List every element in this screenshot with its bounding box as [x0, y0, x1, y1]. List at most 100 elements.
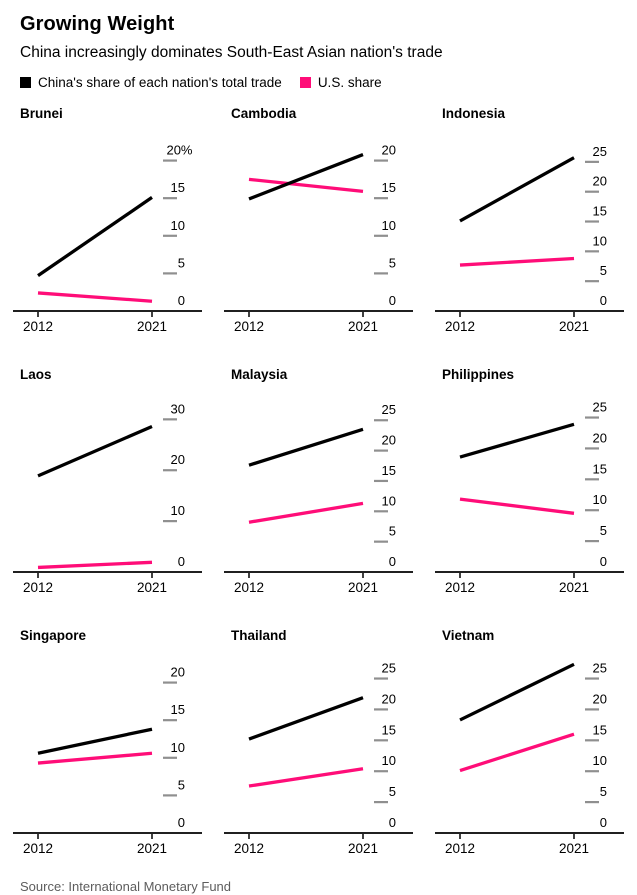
- china-line: [459, 662, 575, 722]
- china-line: [37, 196, 153, 278]
- legend-item-us: U.S. share: [299, 75, 382, 90]
- us-line: [459, 732, 575, 773]
- chart-cell-laos: Laos 0 10 20 30 2012 2021: [13, 366, 203, 594]
- x-tick-label: 2012: [234, 841, 264, 855]
- y-tick-label: 0: [178, 815, 185, 830]
- y-tick-label: 10: [171, 503, 185, 518]
- x-tick-label: 2012: [445, 580, 475, 594]
- page-title: Growing Weight: [20, 13, 175, 35]
- china-line: [248, 427, 364, 467]
- chart-cell-vietnam: Vietnam 0 5 10 15 20 25 2012 2021: [435, 627, 625, 855]
- line-chart-philippines: 0 5 10 15 20 25 2012 2021: [435, 400, 624, 594]
- us-line: [459, 497, 575, 515]
- chart-cell-indonesia: Indonesia 0 5 10 15 20 25 2012 2021: [435, 105, 625, 333]
- line-chart-laos: 0 10 20 30 2012 2021: [13, 401, 202, 594]
- x-tick-label: 2021: [348, 580, 378, 594]
- legend-label-china: China's share of each nation's total tra…: [38, 75, 282, 90]
- y-tick-label: 5: [600, 784, 607, 799]
- y-tick-label: 20: [593, 691, 607, 706]
- y-tick-label: 5: [600, 263, 607, 278]
- x-tick-label: 2021: [137, 841, 167, 855]
- us-line: [37, 560, 153, 570]
- chart-title: Cambodia: [231, 106, 297, 121]
- line-chart-thailand: 0 5 10 15 20 25 2012 2021: [224, 661, 413, 855]
- legend-item-china: China's share of each nation's total tra…: [20, 75, 282, 90]
- y-tick-label: 5: [178, 255, 185, 270]
- y-tick-label: 0: [178, 293, 185, 308]
- y-tick-label: 15: [382, 180, 396, 195]
- chart-header: Growing Weight China increasingly domina…: [13, 12, 637, 90]
- y-tick-label: 5: [178, 777, 185, 792]
- us-swatch-icon: [299, 77, 311, 88]
- y-tick-label: 15: [593, 461, 607, 476]
- y-tick-label: 15: [382, 463, 396, 478]
- china-line: [248, 696, 364, 741]
- us-line: [248, 501, 364, 524]
- chart-cell-brunei: Brunei 0 5 10 15 20% 2012 2021: [13, 105, 203, 333]
- y-tick-label: 10: [382, 218, 396, 233]
- x-tick-label: 2012: [234, 580, 264, 594]
- china-line: [37, 727, 153, 755]
- charts-grid: Brunei 0 5 10 15 20% 2012 2021 Cambodia 0 5 10 15 20 2…: [13, 105, 637, 855]
- y-tick-label: 15: [171, 702, 185, 717]
- us-line: [37, 291, 153, 303]
- x-tick-label: 2021: [137, 319, 167, 333]
- chart-title: Malaysia: [231, 367, 288, 382]
- x-tick-label: 2021: [137, 580, 167, 594]
- us-line: [459, 256, 575, 267]
- y-tick-label: 25: [593, 400, 607, 415]
- y-tick-label: 25: [382, 661, 396, 676]
- chart-title: Thailand: [231, 628, 287, 643]
- us-line: [248, 177, 364, 194]
- y-tick-label: 20: [382, 433, 396, 448]
- china-line: [459, 156, 575, 223]
- y-tick-label: 0: [600, 554, 607, 569]
- chart-title: Indonesia: [442, 106, 506, 121]
- y-tick-label: 5: [600, 523, 607, 538]
- china-line: [37, 424, 153, 478]
- y-tick-label: 20: [593, 430, 607, 445]
- page-subtitle: China increasingly dominates South-East …: [20, 44, 443, 61]
- y-tick-label: 0: [178, 554, 185, 569]
- line-chart-singapore: 0 5 10 15 20 2012 2021: [13, 665, 202, 855]
- chart-title: Philippines: [442, 367, 515, 382]
- y-tick-label: 0: [389, 815, 396, 830]
- y-tick-label: 10: [171, 218, 185, 233]
- y-tick-label: 15: [171, 180, 185, 195]
- y-tick-label: 15: [593, 204, 607, 219]
- y-tick-label: 20%: [166, 143, 192, 158]
- y-tick-label: 0: [389, 293, 396, 308]
- legend-label-us: U.S. share: [317, 75, 382, 90]
- x-tick-label: 2012: [445, 319, 475, 333]
- y-tick-label: 10: [382, 493, 396, 508]
- y-tick-label: 20: [593, 174, 607, 189]
- chart-title: Singapore: [20, 628, 87, 643]
- line-chart-indonesia: 0 5 10 15 20 25 2012 2021: [435, 144, 624, 333]
- x-tick-label: 2021: [559, 580, 589, 594]
- y-tick-label: 0: [600, 293, 607, 308]
- line-chart-malaysia: 0 5 10 15 20 25 2012 2021: [224, 402, 413, 594]
- china-swatch-icon: [20, 77, 31, 88]
- line-chart-vietnam: 0 5 10 15 20 25 2012 2021: [435, 661, 624, 855]
- y-tick-label: 30: [171, 401, 185, 416]
- line-chart-cambodia: 0 5 10 15 20 2012 2021: [224, 143, 413, 333]
- x-tick-label: 2021: [348, 319, 378, 333]
- china-line: [248, 153, 364, 201]
- x-tick-label: 2012: [234, 319, 264, 333]
- page: Growing Weight China increasingly domina…: [13, 12, 637, 855]
- chart-cell-philippines: Philippines 0 5 10 15 20 25 2012 2021: [435, 366, 625, 594]
- y-tick-label: 10: [593, 492, 607, 507]
- chart-title: Brunei: [20, 106, 63, 121]
- chart-cell-cambodia: Cambodia 0 5 10 15 20 2012 2021: [224, 105, 414, 333]
- source-note: Source: International Monetary Fund: [20, 879, 232, 894]
- y-tick-label: 10: [382, 753, 396, 768]
- legend: China's share of each nation's total tra…: [20, 75, 637, 90]
- y-tick-label: 0: [389, 554, 396, 569]
- y-tick-label: 20: [171, 452, 185, 467]
- chart-cell-thailand: Thailand 0 5 10 15 20 25 2012 2021: [224, 627, 414, 855]
- y-tick-label: 10: [593, 753, 607, 768]
- y-tick-label: 15: [382, 722, 396, 737]
- china-line: [459, 422, 575, 459]
- x-tick-label: 2012: [23, 841, 53, 855]
- y-tick-label: 15: [593, 722, 607, 737]
